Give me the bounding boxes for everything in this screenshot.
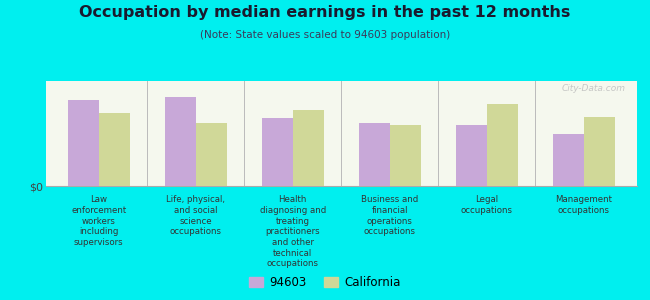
- Bar: [584, 117, 615, 186]
- Bar: [262, 118, 292, 186]
- Bar: [359, 123, 390, 186]
- Bar: [487, 104, 518, 186]
- Text: Business and
financial
operations
occupations: Business and financial operations occupa…: [361, 195, 419, 236]
- Text: Management
occupations: Management occupations: [555, 195, 612, 215]
- Text: Health
diagnosing and
treating
practitioners
and other
technical
occupations: Health diagnosing and treating practitio…: [259, 195, 326, 268]
- Bar: [196, 123, 227, 186]
- Bar: [390, 125, 421, 186]
- Bar: [164, 97, 196, 186]
- Bar: [99, 112, 130, 186]
- Text: Life, physical,
and social
science
occupations: Life, physical, and social science occup…: [166, 195, 226, 236]
- Text: Occupation by median earnings in the past 12 months: Occupation by median earnings in the pas…: [79, 4, 571, 20]
- Text: (Note: State values scaled to 94603 population): (Note: State values scaled to 94603 popu…: [200, 30, 450, 40]
- Bar: [68, 100, 99, 186]
- Text: City-Data.com: City-Data.com: [561, 84, 625, 93]
- Text: Legal
occupations: Legal occupations: [461, 195, 513, 215]
- Bar: [456, 125, 487, 186]
- Legend: 94603, California: 94603, California: [244, 272, 406, 294]
- Bar: [552, 134, 584, 186]
- Bar: [292, 110, 324, 186]
- Text: Law
enforcement
workers
including
supervisors: Law enforcement workers including superv…: [72, 195, 127, 247]
